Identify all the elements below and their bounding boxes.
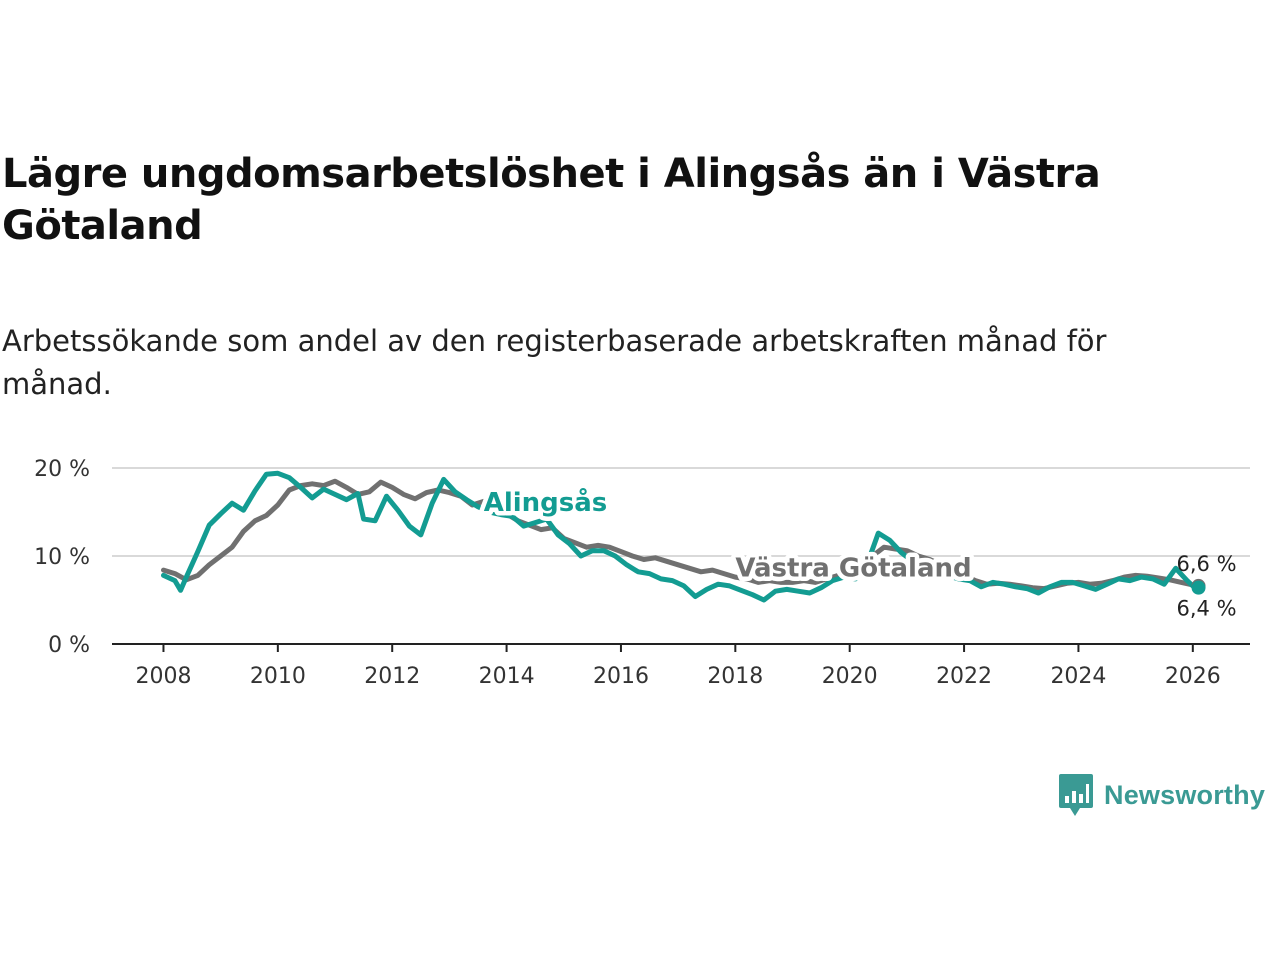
x-tick-label: 2014 [479,664,535,689]
gridlines [112,467,1250,557]
y-tick-label: 0 % [48,633,90,658]
x-tick-label: 2020 [822,664,878,689]
x-axis: 2008 2010 2012 2014 2016 2018 2020 2022 2024 2026 [135,644,1221,689]
x-tick-label: 2024 [1050,664,1106,689]
end-value-label-alings-s: 6,4 % [1177,597,1237,621]
chart-subtitle: Arbetssökande som andel av den registerb… [2,324,1107,401]
series-annotation: Alingsås [484,486,608,518]
y-tick-label: 20 % [34,457,90,482]
x-tick-label: 2012 [364,664,420,689]
chart-title: Lägre ungdomsarbetslöshet i Alingsås än … [2,151,1101,249]
x-tick-label: 2008 [135,664,191,689]
y-tick-label: 10 % [34,545,90,570]
x-tick-label: 2026 [1165,664,1221,689]
series-annotation: Västra Götaland [735,553,971,583]
end-marker-alings-s [1191,580,1206,595]
series-lines [161,470,1201,603]
y-axis: 0 % 10 % 20 % [34,457,90,658]
newsworthy-logo: Newsworthy [1058,772,1265,818]
line-chart: 0 % 10 % 20 % Alingsås Västra Götaland 2008… [34,457,1250,689]
series-annotations: Alingsås Västra Götaland [479,482,976,588]
end-markers: 6,6 % 6,4 % [1177,552,1237,621]
series-line-v-stra-g-taland [161,478,1201,592]
newsworthy-logo-icon [1059,774,1093,816]
brand-name: Newsworthy [1104,779,1266,810]
x-tick-label: 2018 [707,664,763,689]
x-tick-label: 2022 [936,664,992,689]
x-tick-label: 2016 [593,664,649,689]
x-tick-label: 2010 [250,664,306,689]
series-line-alings-s [161,470,1201,603]
end-value-label-v-stra-g-taland: 6,6 % [1177,552,1237,576]
